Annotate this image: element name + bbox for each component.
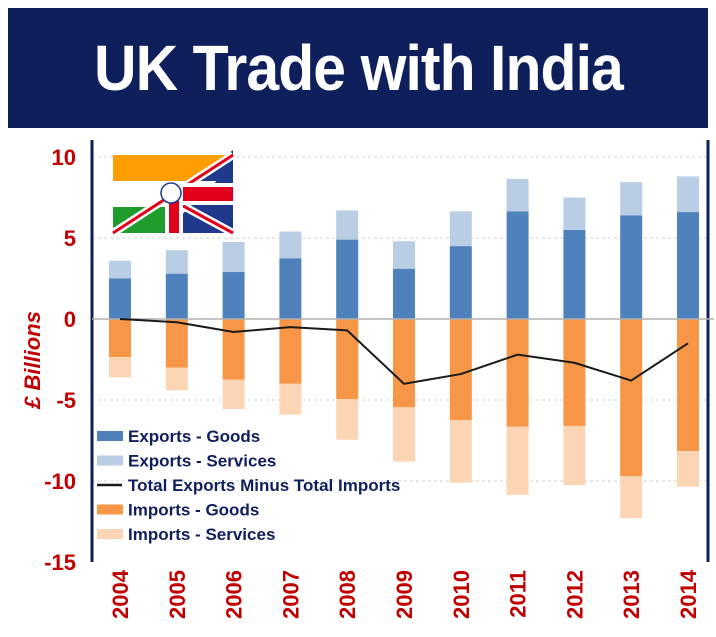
x-tick-label: 2012 bbox=[562, 570, 587, 619]
x-tick-label: 2014 bbox=[676, 569, 701, 619]
bar-exports-goods bbox=[506, 211, 529, 319]
bar-imports-services bbox=[563, 425, 586, 486]
bar-exports-goods bbox=[222, 272, 245, 319]
ashoka-chakra-icon bbox=[160, 182, 182, 204]
y-axis-label: £ Billions bbox=[20, 311, 45, 410]
bar-imports-services bbox=[393, 407, 415, 462]
bar-imports-goods bbox=[279, 319, 302, 384]
y-tick-label: 10 bbox=[52, 145, 76, 170]
bar-imports-goods bbox=[677, 319, 699, 452]
x-tick-label: 2011 bbox=[506, 570, 531, 618]
bar-exports-services bbox=[222, 242, 245, 273]
legend-swatch bbox=[97, 455, 123, 466]
header-banner: UK Trade with India bbox=[8, 8, 708, 128]
y-tick-label: 5 bbox=[64, 226, 76, 251]
bar-exports-goods bbox=[336, 239, 359, 319]
bar-imports-goods bbox=[563, 319, 586, 426]
flag-cross-v-red bbox=[169, 187, 179, 233]
bar-exports-services bbox=[506, 178, 529, 212]
bar-imports-services bbox=[165, 367, 188, 391]
bar-exports-services bbox=[279, 231, 302, 259]
x-tick-label: 2006 bbox=[222, 570, 247, 619]
legend-swatch bbox=[97, 529, 123, 539]
page-title: UK Trade with India bbox=[93, 32, 624, 104]
bar-imports-services bbox=[109, 357, 131, 378]
x-tick-label: 2004 bbox=[108, 569, 133, 619]
bar-imports-goods bbox=[393, 319, 415, 408]
legend-label: Exports - Services bbox=[128, 452, 276, 471]
bar-imports-goods bbox=[506, 319, 529, 427]
y-tick-label: -15 bbox=[44, 550, 76, 575]
x-tick-label: 2008 bbox=[335, 570, 360, 619]
legend-swatch bbox=[97, 504, 123, 515]
bar-exports-goods bbox=[109, 278, 131, 319]
bar-imports-goods bbox=[165, 319, 188, 368]
bar-imports-services bbox=[279, 383, 302, 415]
bar-imports-services bbox=[336, 399, 359, 440]
x-tick-label: 2013 bbox=[619, 570, 644, 619]
bar-imports-goods bbox=[222, 319, 245, 380]
bar-exports-goods bbox=[449, 246, 472, 319]
bar-exports-goods bbox=[620, 215, 643, 319]
bar-exports-goods bbox=[563, 229, 586, 319]
bar-exports-goods bbox=[279, 258, 302, 319]
bar-exports-services bbox=[620, 182, 643, 216]
bar-imports-goods bbox=[109, 319, 131, 358]
bar-exports-services bbox=[393, 241, 415, 269]
bar-imports-goods bbox=[336, 319, 359, 400]
bar-imports-services bbox=[677, 451, 699, 487]
bar-exports-goods bbox=[165, 273, 188, 319]
line-net-trade bbox=[119, 318, 689, 385]
bar-exports-services bbox=[449, 211, 472, 247]
bar-exports-services bbox=[109, 260, 131, 279]
bar-exports-services bbox=[336, 210, 359, 240]
x-tick-label: 2009 bbox=[392, 570, 417, 619]
bar-imports-services bbox=[222, 379, 245, 409]
y-tick-label: -10 bbox=[44, 469, 76, 494]
x-tick-label: 2010 bbox=[449, 570, 474, 619]
legend-label: Imports - Goods bbox=[128, 501, 259, 520]
legend-label: Exports - Goods bbox=[128, 427, 260, 446]
bar-imports-goods bbox=[620, 319, 643, 477]
bar-exports-goods bbox=[393, 268, 415, 319]
bar-exports-services bbox=[563, 197, 586, 230]
y-tick-label: 0 bbox=[64, 307, 76, 332]
x-tick-label: 2005 bbox=[165, 570, 190, 619]
bar-exports-services bbox=[165, 250, 188, 274]
bar-imports-services bbox=[449, 420, 472, 483]
legend-swatch bbox=[97, 431, 123, 441]
legend-label: Imports - Services bbox=[128, 525, 275, 544]
flag-cross-h-red bbox=[175, 187, 233, 201]
y-tick-label: -5 bbox=[56, 388, 76, 413]
bar-imports-goods bbox=[449, 319, 472, 421]
bar-exports-services bbox=[677, 176, 699, 213]
uk-india-flag-icon bbox=[110, 150, 236, 237]
x-tick-label: 2007 bbox=[278, 570, 303, 619]
legend-label: Total Exports Minus Total Imports bbox=[128, 476, 400, 495]
bar-imports-services bbox=[620, 476, 643, 519]
bar-exports-goods bbox=[677, 212, 699, 319]
bar-imports-services bbox=[506, 426, 529, 495]
